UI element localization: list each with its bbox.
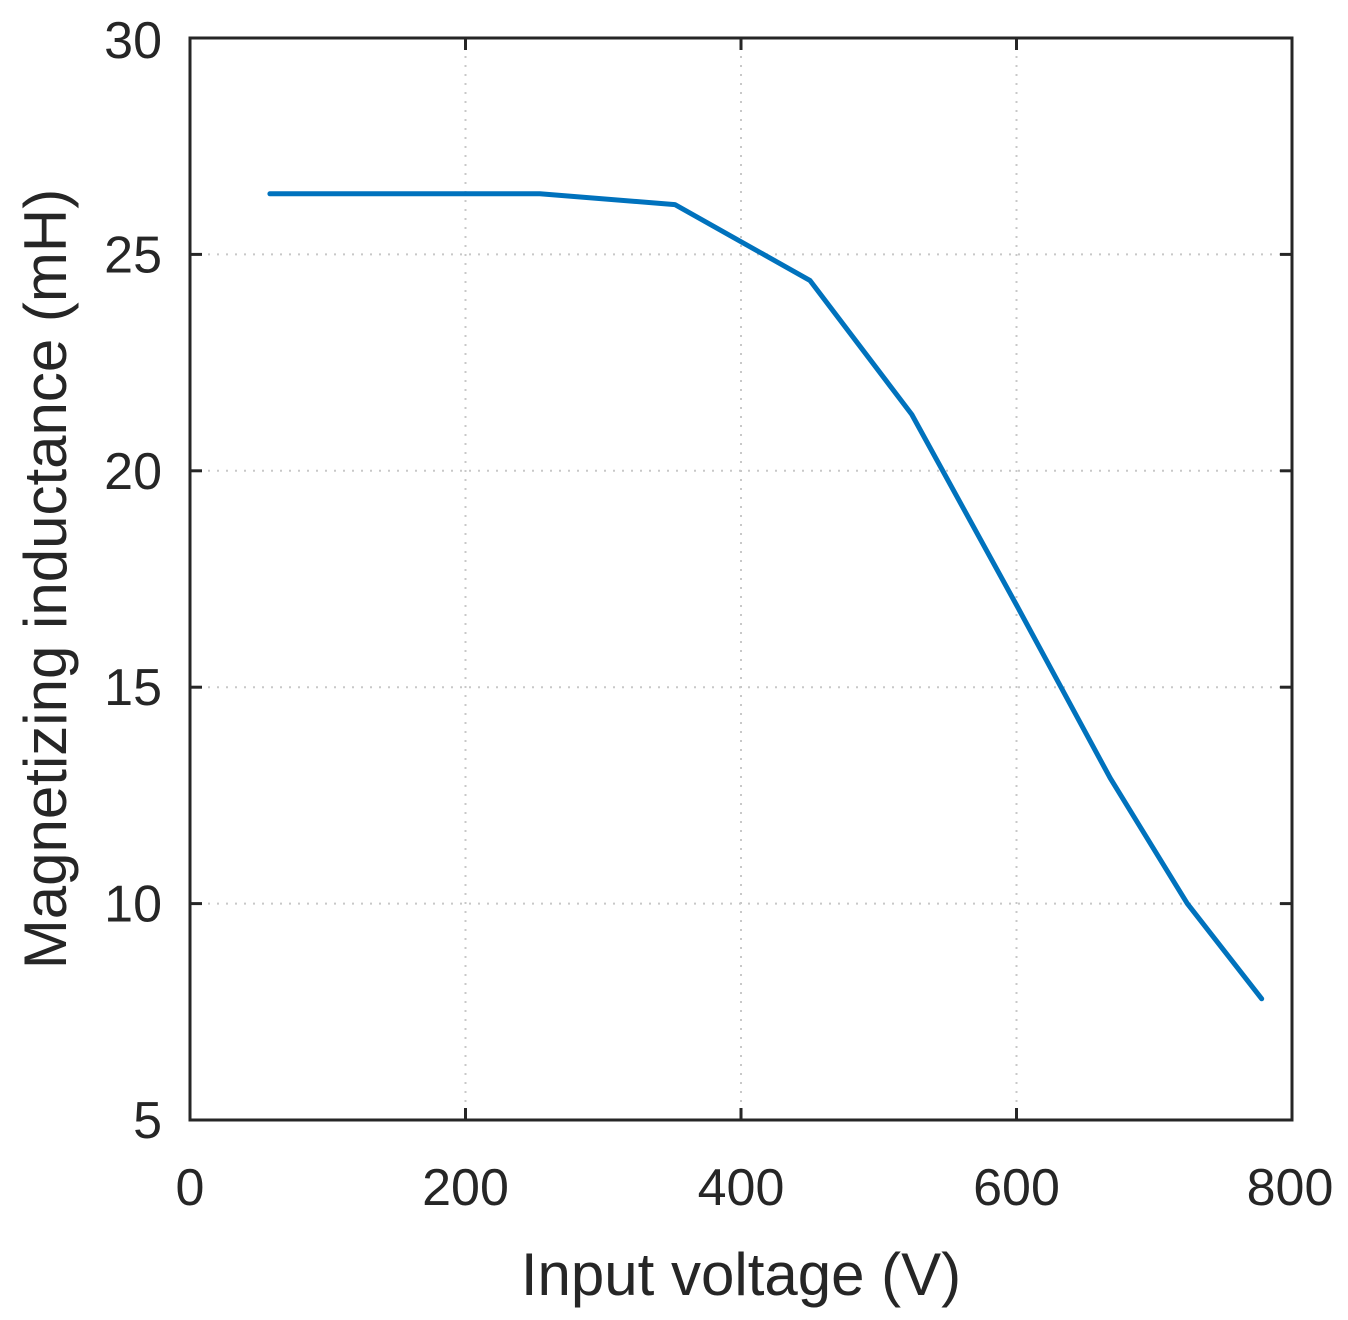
series-line — [267, 191, 1265, 1002]
x-tick-label: 400 — [698, 1159, 785, 1217]
x-tick-labels: 0 200 400 600 800 — [176, 1159, 1334, 1217]
series-layer — [267, 191, 1265, 1002]
y-tick-label: 10 — [104, 876, 162, 934]
x-tick-label: 800 — [1247, 1159, 1334, 1217]
y-tick-label: 15 — [104, 659, 162, 717]
y-tick-labels: 5 10 15 20 25 30 — [104, 12, 162, 1150]
x-axis-title: Input voltage (V) — [521, 1241, 961, 1308]
y-tick-label: 5 — [133, 1092, 162, 1150]
tick-marks — [188, 36, 1294, 1122]
grid-lines — [190, 38, 1292, 1120]
y-tick-label: 25 — [104, 226, 162, 284]
x-tick-label: 200 — [422, 1159, 509, 1217]
x-tick-label: 0 — [176, 1159, 205, 1217]
x-tick-label: 600 — [973, 1159, 1060, 1217]
y-tick-label: 20 — [104, 443, 162, 501]
y-axis-title: Magnetizing inductance (mH) — [12, 189, 79, 969]
y-tick-label: 30 — [104, 12, 162, 70]
